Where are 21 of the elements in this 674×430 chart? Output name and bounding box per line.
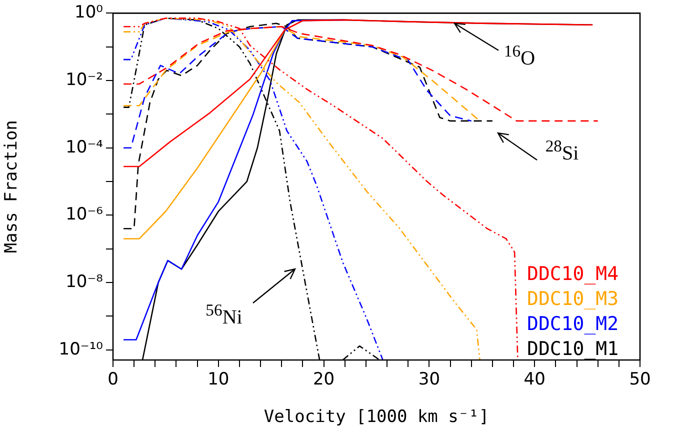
x-tick-label: 20 [312,370,335,390]
annotation: $^{56}$Ni [206,300,242,330]
text: DDC10_M2 [527,312,619,335]
annotation: $^{16}$O [504,42,536,71]
text: DDC10_M4 [527,262,619,285]
text: DDC10_M3 [527,288,619,310]
x-tick-label: 0 [108,370,118,390]
y-tick-label: 10⁻⁴ [66,137,104,158]
y-tick-label: 10⁻¹⁰ [58,339,104,360]
x-tick-label: 30 [418,370,440,390]
y-tick-label: 10⁻² [66,70,103,90]
y-tick-label: 10⁰ [74,2,104,23]
x-tick-label: 40 [524,370,546,390]
x-tick-label: 50 [629,370,651,390]
y-tick-label: 10⁻⁸ [66,272,104,292]
x-axis-title: Velocity [1000 km s⁻¹] [264,407,490,428]
text: DDC10_M1 [527,338,619,360]
x-tick-label: 10 [208,370,230,390]
y-tick-label: 10⁻⁶ [66,204,104,225]
y-axis-title: Mass Fraction [2,120,22,254]
annotation: $^{28}$Si [545,136,579,166]
